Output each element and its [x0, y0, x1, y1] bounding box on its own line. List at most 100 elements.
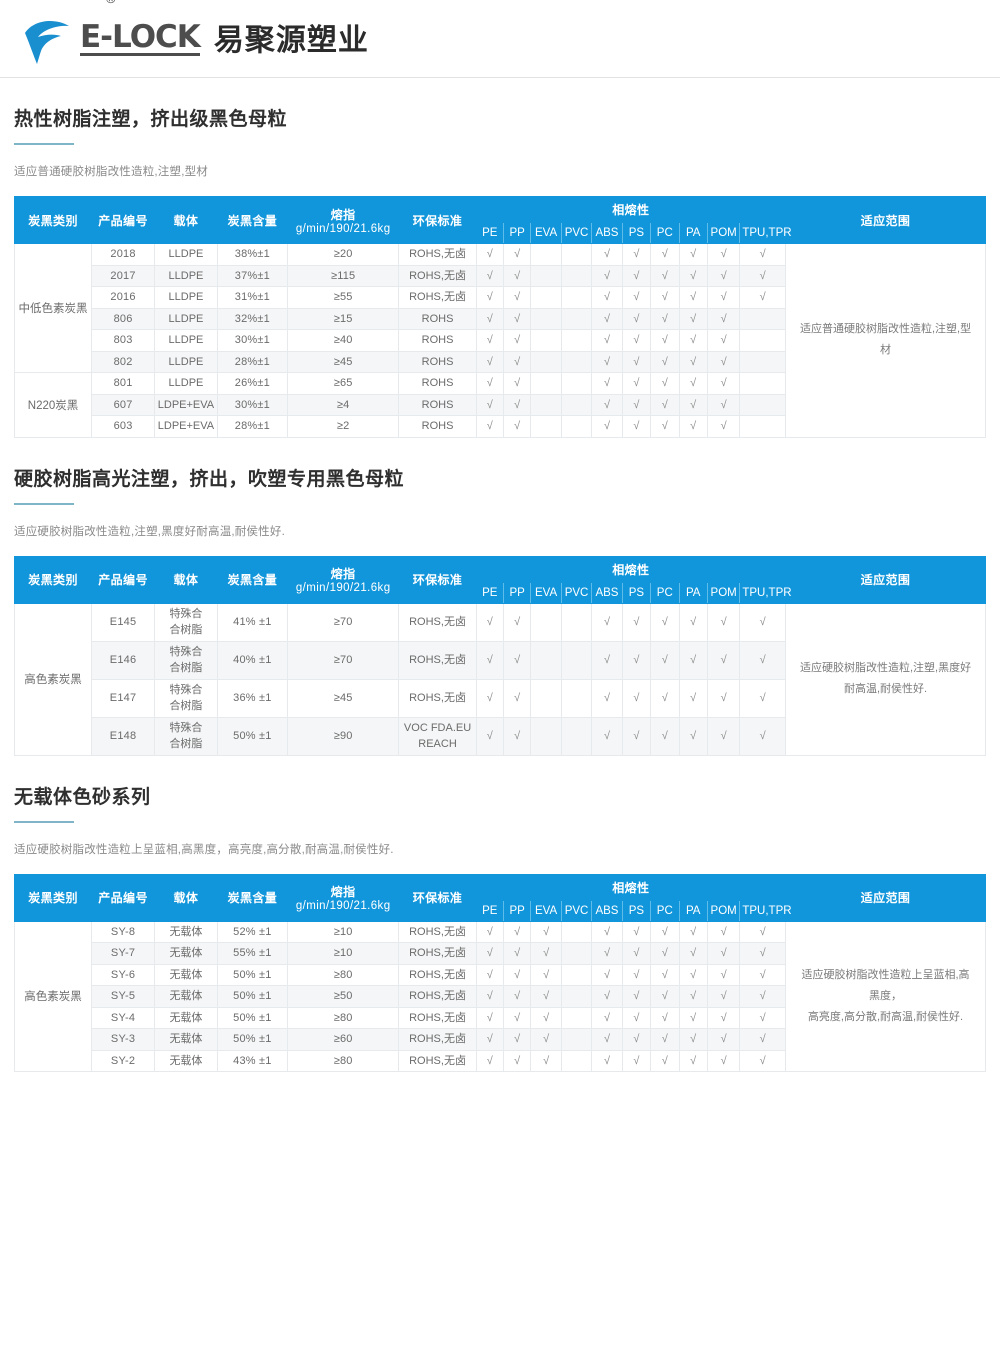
- table-row: 2016 LLDPE 31%±1 ≥55 ROHS,无卤 √ √ √ √ √ √ √ √: [15, 286, 986, 309]
- cell-compat-abs: √: [591, 415, 623, 438]
- cell-compat-pvc: [560, 942, 593, 965]
- cell-melt-index: ≥70: [286, 602, 400, 642]
- cell-compat-pvc: [560, 350, 593, 373]
- cell-compat-abs: √: [591, 716, 623, 756]
- column-header-compat-pa: PA: [678, 899, 708, 922]
- cell-melt-index: ≥80: [286, 963, 400, 986]
- brand-wordmark: ® E-LOCK 易聚源塑业: [80, 0, 369, 57]
- column-header-carrier: 载体: [154, 555, 218, 604]
- cell-compat-tpu-tpr: [739, 329, 787, 352]
- cell-compat-pe: √: [475, 716, 504, 756]
- column-header-compat-pc: PC: [650, 222, 680, 244]
- cell-scope: 适应硬胶树脂改性造粒上呈蓝相,高黑度， 高亮度,高分散,耐高温,耐侯性好.: [785, 920, 986, 1072]
- cell-compat-pa: √: [678, 286, 708, 309]
- cell-compat-eva: [530, 716, 562, 756]
- column-header-carrier: 载体: [154, 873, 218, 922]
- table-row: SY-5 无载体 50% ±1 ≥50 ROHS,无卤 √ √ √ √ √ √ √ √ √: [15, 985, 986, 1008]
- cell-product-no: 806: [91, 307, 155, 330]
- cell-eco-standard: ROHS,无卤: [398, 640, 477, 680]
- cell-compat-pa: √: [678, 942, 708, 965]
- cell-compat-pom: √: [706, 307, 741, 330]
- cell-compat-pa: √: [678, 329, 708, 352]
- column-header-compat-pp: PP: [502, 581, 532, 604]
- table-subheader-row: PE PP EVA PVC ABS PS PC PA POM TPU,TPR: [15, 899, 986, 922]
- cell-compat-pe: √: [475, 350, 504, 373]
- cell-compat-ps: √: [621, 716, 652, 756]
- cell-compat-pom: √: [706, 415, 741, 438]
- column-header-compat-abs: ABS: [591, 222, 623, 244]
- cell-compat-pa: √: [678, 264, 708, 287]
- cell-compat-pa: √: [678, 393, 708, 416]
- cell-compat-pvc: [560, 678, 593, 718]
- cell-compat-pe: √: [475, 393, 504, 416]
- cell-compat-pa: √: [678, 602, 708, 642]
- cell-compat-pvc: [560, 602, 593, 642]
- product-section: 硬胶树脂高光注塑，挤出，吹塑专用黑色母粒 适应硬胶树脂改性造粒,注塑,黑度好耐高温…: [0, 438, 1000, 756]
- registered-trademark-icon: ®: [106, 0, 116, 6]
- cell-compat-pe: √: [475, 372, 504, 395]
- cell-compat-tpu-tpr: √: [739, 1028, 787, 1051]
- column-header-compat-ps: PS: [621, 899, 652, 922]
- cell-compat-pe: √: [475, 920, 504, 943]
- cell-compat-ps: √: [621, 264, 652, 287]
- section-header: 硬胶树脂高光注塑，挤出，吹塑专用黑色母粒 适应硬胶树脂改性造粒,注塑,黑度好耐高温…: [14, 438, 986, 539]
- cell-compat-pa: √: [678, 920, 708, 943]
- cell-compat-pvc: [560, 286, 593, 309]
- cell-carbon-content: 40% ±1: [216, 640, 288, 680]
- cell-compat-tpu-tpr: [739, 372, 787, 395]
- cell-eco-standard: ROHS,无卤: [398, 1006, 477, 1029]
- cell-compat-pa: √: [678, 640, 708, 680]
- cell-compat-pom: √: [706, 963, 741, 986]
- column-header-compat-pe: PE: [475, 222, 504, 244]
- cell-compat-pvc: [560, 1049, 593, 1072]
- cell-compat-pc: √: [650, 1049, 680, 1072]
- cell-compat-pp: √: [502, 602, 532, 642]
- column-header-eco-standard: 环保标准: [398, 555, 477, 604]
- column-header-compat-tpu-tpr: TPU,TPR: [739, 581, 792, 604]
- cell-compat-ps: √: [621, 329, 652, 352]
- cell-compat-pvc: [560, 307, 593, 330]
- cell-carrier: 无载体: [154, 1006, 218, 1029]
- cell-carrier: 无载体: [154, 1028, 218, 1051]
- column-header-compat-pvc: PVC: [560, 581, 593, 604]
- cell-product-no: 603: [91, 415, 155, 438]
- cell-compat-pom: √: [706, 602, 741, 642]
- cell-compat-pa: √: [678, 243, 708, 266]
- cell-carbon-content: 38%±1: [216, 243, 288, 266]
- column-header-eco-standard: 环保标准: [398, 873, 477, 922]
- column-header-category: 炭黑类别: [13, 555, 93, 604]
- table-row: SY-4 无载体 50% ±1 ≥80 ROHS,无卤 √ √ √ √ √ √ √ √ √: [15, 1006, 986, 1029]
- cell-eco-standard: ROHS: [398, 350, 477, 373]
- cell-eco-standard: ROHS: [398, 329, 477, 352]
- section-header: 无载体色砂系列 适应硬胶树脂改性造粒上呈蓝相,高黑度，高亮度,高分散,耐高温,耐侯…: [14, 756, 986, 857]
- cell-eco-standard: ROHS,无卤: [398, 602, 477, 642]
- cell-compat-abs: √: [591, 329, 623, 352]
- cell-compat-pc: √: [650, 920, 680, 943]
- site-header: ® E-LOCK 易聚源塑业: [0, 0, 1000, 78]
- cell-compat-pe: √: [475, 963, 504, 986]
- cell-eco-standard: ROHS: [398, 415, 477, 438]
- cell-compat-abs: √: [591, 307, 623, 330]
- cell-product-no: E148: [91, 716, 155, 756]
- cell-category: 中低色素炭黑: [13, 243, 93, 373]
- cell-compat-pc: √: [650, 372, 680, 395]
- cell-compat-pe: √: [475, 264, 504, 287]
- cell-compat-abs: √: [591, 393, 623, 416]
- cell-compat-eva: √: [530, 963, 562, 986]
- cell-carrier: LDPE+EVA: [154, 393, 218, 416]
- cell-eco-standard: VOC FDA.EU REACH: [398, 716, 477, 756]
- cell-compat-pp: √: [502, 1028, 532, 1051]
- cell-compat-pom: √: [706, 678, 741, 718]
- cell-compat-eva: √: [530, 920, 562, 943]
- cell-product-no: 803: [91, 329, 155, 352]
- cell-compat-pe: √: [475, 1028, 504, 1051]
- cell-carbon-content: 50% ±1: [216, 1028, 288, 1051]
- column-header-compat-pvc: PVC: [560, 222, 593, 244]
- column-header-compat-pa: PA: [678, 222, 708, 244]
- cell-carbon-content: 36% ±1: [216, 678, 288, 718]
- column-header-product-no: 产品编号: [91, 196, 155, 244]
- spec-table: 炭黑类别 产品编号 载体 炭黑含量 熔指 g/min/190/21.6kg 环保标准 相熔性适…: [13, 196, 986, 438]
- table-row: 2017 LLDPE 37%±1 ≥115 ROHS,无卤 √ √ √ √ √ √ √ √: [15, 264, 986, 287]
- cell-eco-standard: ROHS,无卤: [398, 1028, 477, 1051]
- cell-compat-tpu-tpr: √: [739, 942, 787, 965]
